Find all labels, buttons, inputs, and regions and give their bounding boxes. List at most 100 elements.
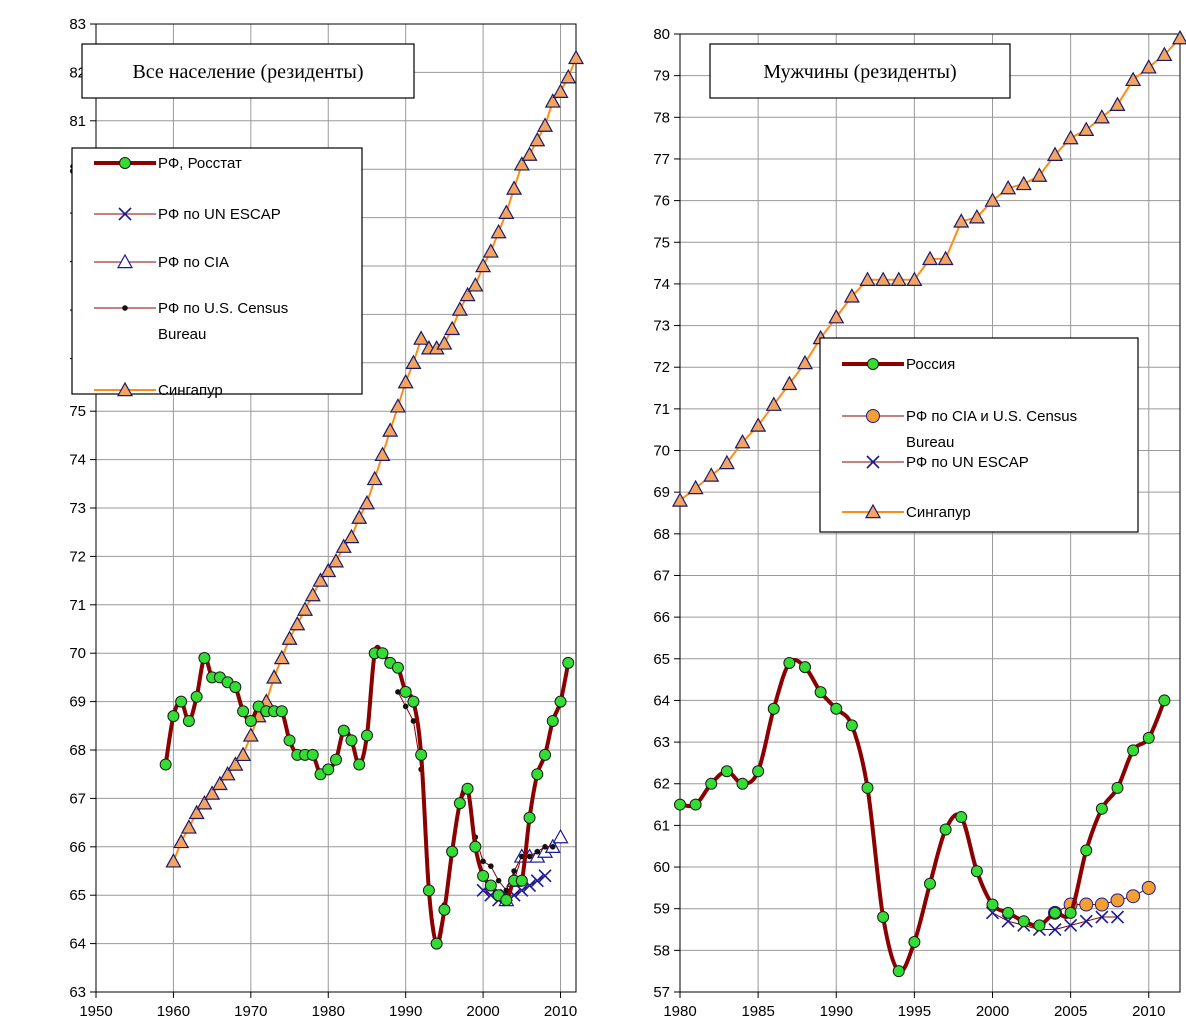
legend-item-рф-по-un-escap: РФ по UN ESCAP	[842, 454, 1029, 471]
data-point	[908, 936, 921, 949]
data-point	[266, 669, 283, 684]
data-point	[211, 775, 228, 791]
y-tick-label: 71	[653, 401, 670, 418]
data-point	[399, 685, 412, 698]
data-point	[687, 479, 704, 495]
data-point	[273, 649, 290, 665]
data-point	[526, 853, 533, 860]
y-tick-label: 83	[69, 16, 86, 33]
data-point	[244, 714, 257, 727]
series-line	[678, 657, 1167, 974]
y-tick-label: 57	[653, 984, 670, 1001]
y-tick-label: 74	[653, 276, 670, 293]
y-tick-label: 70	[653, 443, 670, 460]
legend-item-рф-по-cia: РФ по CIA	[94, 253, 229, 271]
data-point	[488, 863, 494, 869]
legend-label-continued: Bureau	[906, 434, 954, 451]
data-point	[828, 308, 845, 324]
y-tick-label: 58	[653, 942, 670, 959]
data-point	[275, 705, 288, 718]
data-point	[752, 765, 765, 778]
series-сингапур	[671, 29, 1186, 507]
data-point	[530, 874, 544, 888]
data-point	[534, 848, 541, 855]
data-point	[506, 180, 523, 195]
data-point	[689, 798, 702, 811]
y-tick-label: 64	[69, 936, 86, 953]
x-tick-label: 1980	[663, 1003, 696, 1020]
legend-item-рф-по-u-s-census-bureau: РФ по U.S. Census Bureau	[94, 300, 288, 343]
data-point	[814, 686, 827, 699]
y-tick-label: 65	[69, 887, 86, 904]
y-tick-label: 59	[653, 901, 670, 918]
legend-label: РФ по UN ESCAP	[906, 454, 1029, 471]
y-tick-label: 68	[653, 526, 670, 543]
data-point	[165, 853, 182, 868]
data-point	[1095, 910, 1109, 924]
data-point	[322, 763, 335, 776]
plot-border	[95, 23, 577, 993]
data-point	[395, 689, 401, 695]
y-tick-label: 69	[653, 484, 670, 501]
data-point	[498, 204, 515, 219]
y-tick-label: 78	[653, 109, 670, 126]
legend-item-сингапур: Сингапур	[842, 503, 971, 521]
legend-swatch-marker	[118, 207, 132, 221]
y-tick-label: 68	[69, 742, 86, 759]
legend-label: РФ по CIA и U.S. Census	[906, 408, 1077, 425]
data-point	[351, 509, 368, 524]
data-point	[953, 213, 970, 228]
data-point	[1156, 46, 1173, 62]
data-point	[327, 553, 345, 568]
legend-item-рф-по-un-escap: РФ по UN ESCAP	[94, 206, 281, 223]
data-point	[552, 828, 569, 844]
data-point	[984, 192, 1001, 207]
data-point	[446, 845, 459, 858]
data-point	[312, 572, 329, 587]
data-point	[1125, 71, 1142, 87]
data-point	[890, 271, 907, 286]
series-россия	[674, 656, 1171, 978]
data-point	[490, 223, 507, 239]
data-point	[495, 877, 502, 884]
plot-border	[679, 33, 1181, 993]
data-point	[173, 833, 190, 849]
data-point	[374, 446, 391, 461]
x-tick-label: 2000	[976, 1003, 1009, 1020]
legend-label-continued: Bureau	[158, 326, 206, 343]
data-point	[705, 777, 718, 790]
data-point	[304, 586, 321, 602]
data-point	[1031, 167, 1048, 182]
y-tick-label: 79	[653, 68, 670, 85]
data-point	[567, 49, 585, 65]
y-tick-label: 61	[653, 817, 670, 834]
y-tick-label: 63	[69, 984, 86, 1001]
data-point	[1109, 96, 1126, 112]
data-point	[413, 330, 430, 345]
legend-swatch-marker	[116, 381, 134, 397]
data-point	[467, 277, 484, 292]
data-point	[1033, 919, 1046, 932]
data-point	[892, 965, 905, 978]
data-point	[306, 748, 319, 761]
data-point	[906, 271, 923, 286]
legend-swatch-marker	[867, 358, 879, 370]
data-point	[718, 454, 735, 470]
data-point	[430, 937, 443, 950]
data-point	[469, 840, 482, 853]
data-point	[1000, 179, 1017, 195]
data-point	[767, 702, 780, 715]
y-tick-label: 66	[653, 609, 670, 626]
data-point	[544, 93, 561, 108]
data-point	[1064, 918, 1078, 932]
y-tick-label: 64	[653, 692, 670, 709]
data-point	[830, 702, 843, 715]
chart-title-box	[709, 43, 1011, 99]
data-point	[1110, 893, 1125, 908]
data-point	[674, 798, 686, 811]
data-point	[229, 681, 242, 694]
data-point	[765, 396, 782, 411]
data-point	[343, 528, 360, 544]
